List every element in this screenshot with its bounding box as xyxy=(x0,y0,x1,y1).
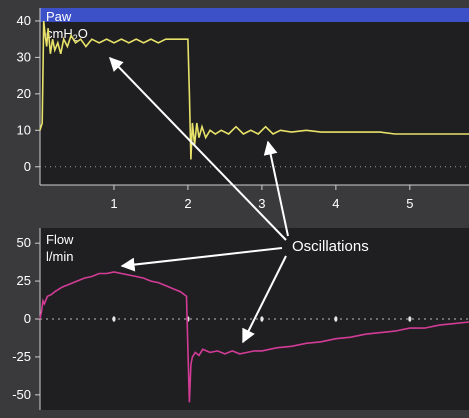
flow-zero-marker xyxy=(112,316,116,322)
paw-x-tick-label: 5 xyxy=(406,196,413,211)
paw-plot-area xyxy=(40,8,469,185)
paw-y-tick-label: 10 xyxy=(17,122,31,137)
arrow-to-flow-expiration xyxy=(242,255,287,344)
flow-y-tick-label: 50 xyxy=(17,235,31,250)
paw-label: Paw xyxy=(46,9,72,24)
flow-y-tick-label: -50 xyxy=(12,387,31,402)
flow-series-line xyxy=(39,271,469,403)
paw-y-tick-label: 30 xyxy=(17,49,31,64)
flow-y-tick-label: 0 xyxy=(24,311,31,326)
flow-panel: Flow l/min -50 -25 0 25 50 xyxy=(12,228,469,410)
paw-x-tick-label: 2 xyxy=(184,196,191,211)
paw-y-tick-label: 0 xyxy=(24,159,31,174)
paw-x-tick-label: 4 xyxy=(332,196,339,211)
flow-zero-marker xyxy=(260,316,264,322)
paw-header-bar xyxy=(40,8,469,22)
oscillations-annotation: Oscillations xyxy=(292,238,369,255)
arrow-to-paw-peep xyxy=(263,140,289,237)
flow-y-tick-label: -25 xyxy=(12,349,31,364)
flow-label: Flow xyxy=(46,232,74,247)
arrow-to-paw-plateau xyxy=(109,56,287,241)
paw-y-tick-label: 20 xyxy=(17,86,31,101)
flow-zero-marker xyxy=(334,316,338,322)
paw-unit-label: cmH2O xyxy=(46,26,88,43)
paw-x-tick-label: 1 xyxy=(110,196,117,211)
flow-unit-label: l/min xyxy=(46,249,73,264)
paw-panel: Paw cmH2O 0 10 20 30 40 1 2 3 4 5 xyxy=(17,8,469,211)
paw-y-tick-label: 40 xyxy=(17,13,31,28)
paw-x-tick-label: 3 xyxy=(258,196,265,211)
flow-y-tick-label: 25 xyxy=(17,273,31,288)
paw-series-line xyxy=(39,20,469,160)
arrow-to-flow-inspiration xyxy=(120,247,283,272)
flow-zero-marker xyxy=(408,316,412,322)
